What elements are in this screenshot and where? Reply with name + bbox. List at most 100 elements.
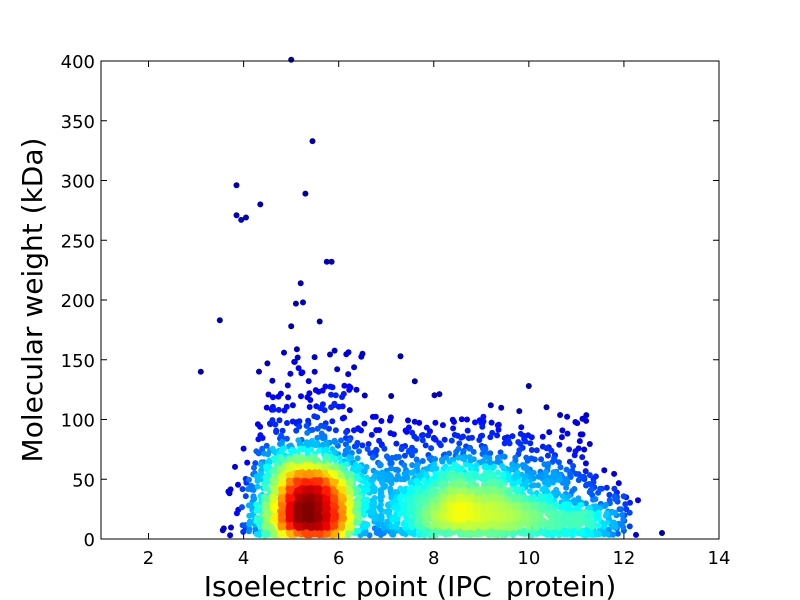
data-point [407,479,414,486]
data-point [339,415,346,422]
data-point [331,509,338,516]
data-point [468,509,475,516]
data-point [390,431,397,438]
data-point [492,493,499,499]
data-point [393,440,400,447]
data-point [363,464,370,470]
data-point [446,502,453,509]
data-point [371,503,378,510]
data-point [538,516,545,523]
data-point [582,460,589,467]
data-point [395,467,402,474]
data-point [283,435,290,442]
data-point [465,435,472,442]
data-point [368,431,375,438]
data-point [429,523,436,530]
data-point [255,450,262,457]
data-point [336,454,343,461]
data-point [456,454,463,461]
data-point [323,521,330,528]
data-point [299,369,306,376]
data-point [273,427,280,434]
data-point [227,486,234,493]
data-point [432,419,439,426]
data-point [233,510,240,517]
data-point [604,531,611,538]
data-point [327,351,333,358]
data-point [446,513,453,520]
data-point [552,510,559,517]
data-point [355,425,362,432]
data-point [306,404,313,410]
data-point [533,447,540,454]
data-point [603,484,610,491]
data-point [626,509,633,516]
data-point [388,465,395,472]
data-point [608,509,615,516]
data-point [263,404,270,411]
data-point [595,522,602,529]
data-point [346,437,353,444]
data-point [369,478,376,485]
data-point [408,469,415,476]
data-point [389,516,396,523]
data-point [347,501,353,508]
data-point [261,521,268,528]
data-point [303,422,310,429]
data-point [399,476,406,482]
data-point [453,479,460,486]
data-point [289,402,296,409]
data-point [494,432,501,439]
data-point [298,393,304,400]
data-point [239,504,245,511]
data-point [378,418,385,424]
data-point [430,479,437,486]
data-point [602,503,608,509]
data-point [586,481,593,487]
data-point [432,470,439,477]
data-point [279,438,286,445]
data-point [564,479,571,486]
data-point [475,495,481,502]
data-point [463,461,470,468]
data-point [295,365,302,372]
data-point [556,513,563,520]
data-point [635,497,641,504]
data-point [251,464,257,471]
data-point [375,521,382,528]
data-point [370,449,377,456]
data-point [551,455,558,461]
data-point [332,439,339,446]
data-point [480,413,487,420]
data-point [361,392,368,399]
data-point [393,523,400,530]
data-point [309,426,316,433]
data-point [219,527,226,534]
data-point [305,417,312,424]
data-point [627,499,633,506]
data-point [263,442,270,449]
data-point [345,371,352,378]
data-point [288,323,295,330]
data-point [269,445,276,452]
data-point [296,456,303,463]
data-point [419,437,426,444]
data-point [615,480,622,487]
data-point [243,214,249,221]
data-point [412,447,419,454]
data-point [568,510,575,517]
data-point [328,258,335,265]
data-point [612,496,619,503]
data-point [254,483,261,490]
data-point [498,510,504,517]
data-point [343,461,350,468]
data-point [407,529,414,536]
data-point [307,455,314,461]
data-point [388,460,395,467]
data-point [418,432,425,439]
data-point [468,463,474,469]
data-point [261,503,268,510]
data-point [330,478,337,485]
data-point [423,424,430,431]
data-point [557,464,564,471]
